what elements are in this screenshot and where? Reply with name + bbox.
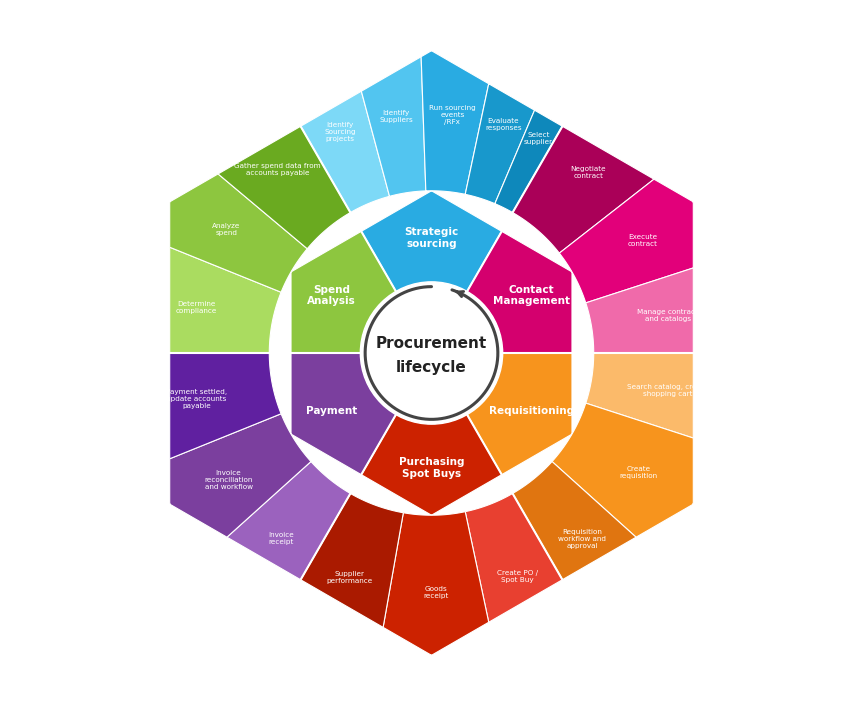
Polygon shape <box>586 353 693 438</box>
Text: Requisition
workflow and
approval: Requisition workflow and approval <box>558 529 606 549</box>
Text: Analyze
spend: Analyze spend <box>212 223 241 237</box>
Text: Search catalog, create
shopping cart: Search catalog, create shopping cart <box>627 384 709 397</box>
Text: Requisitioning: Requisitioning <box>488 406 574 416</box>
Text: Spend
Analysis: Spend Analysis <box>307 285 356 306</box>
Polygon shape <box>586 268 693 353</box>
Polygon shape <box>466 353 572 474</box>
Circle shape <box>361 282 502 424</box>
Text: Identify
Sourcing
projects: Identify Sourcing projects <box>324 122 356 142</box>
Text: Determine
compliance: Determine compliance <box>176 301 217 314</box>
Polygon shape <box>466 232 572 353</box>
Text: Supplier
performance: Supplier performance <box>326 571 373 585</box>
Polygon shape <box>170 174 307 292</box>
Polygon shape <box>465 84 534 204</box>
Polygon shape <box>227 462 350 580</box>
Text: Payment settled,
update accounts
payable: Payment settled, update accounts payable <box>166 388 227 409</box>
Polygon shape <box>291 232 397 353</box>
Polygon shape <box>383 512 488 655</box>
Text: Create
requisition: Create requisition <box>620 466 658 479</box>
Text: Manage contract
and catalogs: Manage contract and catalogs <box>638 309 698 322</box>
Polygon shape <box>494 110 563 213</box>
Text: Gather spend data from
accounts payable: Gather spend data from accounts payable <box>235 163 321 176</box>
Polygon shape <box>513 462 636 580</box>
Polygon shape <box>170 247 281 353</box>
Text: Procurement: Procurement <box>376 336 487 352</box>
Polygon shape <box>218 126 350 249</box>
Text: Negotiate
contract: Negotiate contract <box>570 166 607 179</box>
Text: Invoice
reconciliation
and workflow: Invoice reconciliation and workflow <box>205 469 253 490</box>
Polygon shape <box>362 191 501 294</box>
Text: Evaluate
responses: Evaluate responses <box>485 119 522 131</box>
Polygon shape <box>362 412 501 515</box>
Text: Payment: Payment <box>306 406 357 416</box>
Polygon shape <box>291 353 397 474</box>
Polygon shape <box>465 493 563 622</box>
Text: Execute
contract: Execute contract <box>627 234 658 247</box>
Text: Goods
receipt: Goods receipt <box>423 586 449 599</box>
Polygon shape <box>300 91 389 213</box>
Polygon shape <box>170 414 311 537</box>
Polygon shape <box>552 403 693 537</box>
Text: Strategic
sourcing: Strategic sourcing <box>405 227 458 249</box>
Text: Identify
Suppliers: Identify Suppliers <box>379 110 413 123</box>
Text: Select
supplier: Select supplier <box>524 133 553 145</box>
Polygon shape <box>362 56 425 196</box>
Polygon shape <box>421 51 488 194</box>
Text: Purchasing
Spot Buys: Purchasing Spot Buys <box>399 457 464 479</box>
Text: lifecycle: lifecycle <box>396 360 467 376</box>
Text: Run sourcing
events
/RFx: Run sourcing events /RFx <box>429 104 476 125</box>
Text: Contact
Management: Contact Management <box>493 285 570 306</box>
Polygon shape <box>300 493 403 628</box>
Polygon shape <box>513 126 654 253</box>
Text: Invoice
receipt: Invoice receipt <box>268 532 293 546</box>
Polygon shape <box>559 179 693 303</box>
Text: Create PO /
Spot Buy: Create PO / Spot Buy <box>497 570 538 583</box>
Polygon shape <box>170 353 281 459</box>
